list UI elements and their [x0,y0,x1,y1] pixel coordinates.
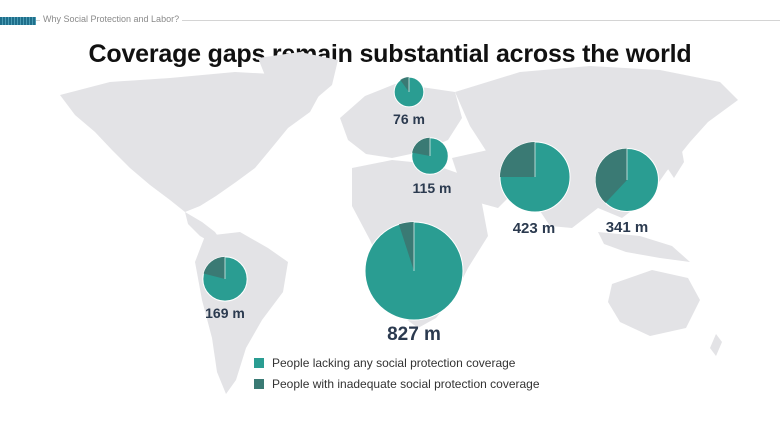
pie-slice-inadequate [398,222,414,271]
pie-slice-inadequate [595,148,627,203]
section-kicker: Why Social Protection and Labor? [40,14,183,24]
section-stripe [0,17,36,25]
pie-341m: 341 m [595,148,659,236]
pie-423m: 423 m [499,141,571,237]
pie-slice-inadequate [400,77,409,92]
legend-swatch-lacking [254,357,264,368]
legend-swatch-inadequate [254,378,264,389]
legend-item-lacking: People lacking any social protection cov… [254,352,540,373]
pie-169m: 169 m [202,256,248,321]
pie-label: 76 m [393,111,425,127]
pie-115m: 115 m [411,137,452,196]
legend-label-lacking: People lacking any social protection cov… [272,355,516,370]
section-header: Why Social Protection and Labor? [0,14,780,28]
pie-label: 169 m [205,305,245,321]
pie-label: 827 m [387,324,441,345]
pie-827m: 827 m [364,221,464,345]
pie-slice-inadequate [203,256,225,279]
pie-label: 341 m [606,219,649,236]
legend-item-inadequate: People with inadequate social protection… [254,373,540,394]
chart-legend: People lacking any social protection cov… [254,352,540,394]
pie-slice-inadequate [412,137,430,156]
pie-layer: 76 m 115 m 423 m 341 m 169 m 827 m [202,76,659,345]
pie-76m: 76 m [393,76,425,127]
legend-label-inadequate: People with inadequate social protection… [272,376,540,391]
pie-label: 423 m [513,220,556,237]
pie-slice-inadequate [499,141,535,177]
chart-title: Coverage gaps remain substantial across … [88,40,692,68]
pie-label: 115 m [413,180,452,196]
section-rule [36,20,780,21]
